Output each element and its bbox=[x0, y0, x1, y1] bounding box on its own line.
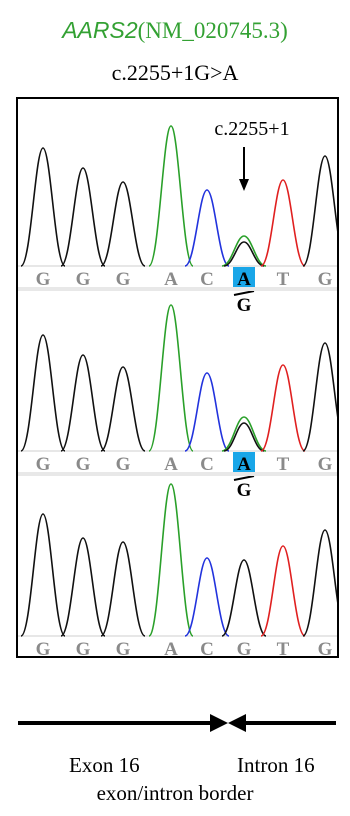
trace-peak bbox=[185, 558, 229, 636]
trace-peak bbox=[61, 168, 105, 266]
trace-peak bbox=[101, 182, 145, 266]
trace-peak bbox=[61, 355, 105, 451]
base-letter: G bbox=[318, 269, 333, 290]
trace-peak bbox=[222, 236, 266, 266]
trace-peak bbox=[149, 126, 193, 266]
right-arrow-icon bbox=[18, 714, 228, 732]
base-letter: C bbox=[200, 639, 214, 656]
trace-peak bbox=[261, 546, 305, 636]
variant-label: c.2255+1G>A bbox=[0, 60, 350, 86]
page-title: AARS2(NM_020745.3) bbox=[0, 16, 350, 45]
base-letter: G bbox=[36, 639, 51, 656]
trace-peak bbox=[149, 484, 193, 636]
trace-peak bbox=[222, 417, 266, 451]
base-letter: T bbox=[277, 639, 290, 656]
base-letter: A bbox=[237, 454, 251, 475]
intron-label: Intron 16 bbox=[237, 752, 315, 778]
alt-base-letter: G bbox=[237, 295, 252, 316]
base-letter: G bbox=[76, 454, 91, 475]
base-letter: A bbox=[164, 269, 178, 290]
down-arrow-icon bbox=[239, 147, 249, 191]
trace-peak bbox=[222, 560, 266, 636]
chromatogram-panel: G G G A C AGT G bbox=[18, 305, 337, 501]
trace-peak bbox=[21, 335, 65, 451]
base-letter: G bbox=[76, 639, 91, 656]
site-label: c.2255+1 bbox=[214, 118, 289, 140]
base-letter: A bbox=[237, 269, 251, 290]
base-letter: G bbox=[116, 269, 131, 290]
exon-label: Exon 16 bbox=[69, 752, 140, 778]
trace-peak bbox=[224, 423, 264, 451]
base-letter: G bbox=[36, 269, 51, 290]
transcript-accession: (NM_020745.3) bbox=[138, 18, 288, 43]
trace-peak bbox=[303, 530, 337, 636]
base-letter: G bbox=[36, 454, 51, 475]
exon-intron-arrow bbox=[0, 705, 350, 745]
base-letter: G bbox=[318, 639, 333, 656]
chromatogram-panel: G G G A C AGT G bbox=[18, 126, 337, 316]
base-letter: G bbox=[76, 269, 91, 290]
trace-peak bbox=[101, 542, 145, 636]
trace-peak bbox=[303, 343, 337, 451]
trace-peak bbox=[185, 190, 229, 266]
base-letter: T bbox=[277, 269, 290, 290]
base-letter: G bbox=[237, 639, 252, 656]
trace-peak bbox=[224, 242, 264, 266]
base-letter: G bbox=[116, 454, 131, 475]
trace-peak bbox=[303, 156, 337, 266]
border-label: exon/intron border bbox=[0, 780, 350, 806]
trace-peak bbox=[21, 514, 65, 636]
base-letter: G bbox=[318, 454, 333, 475]
base-letter: C bbox=[200, 269, 214, 290]
trace-peak bbox=[149, 305, 193, 451]
trace-peak bbox=[101, 367, 145, 451]
trace-peak bbox=[21, 148, 65, 266]
base-letter: T bbox=[277, 454, 290, 475]
base-letter: C bbox=[200, 454, 214, 475]
chromatogram: G G G A C AGT GG G G A C AGT GG G G A C G T Gc.2255+1 bbox=[18, 99, 337, 656]
trace-peak bbox=[61, 538, 105, 636]
base-letter: A bbox=[164, 639, 178, 656]
trace-peak bbox=[261, 365, 305, 451]
trace-peak bbox=[185, 373, 229, 451]
gene-name: AARS2 bbox=[62, 17, 137, 43]
left-arrow-icon bbox=[228, 714, 336, 732]
base-letter: A bbox=[164, 454, 178, 475]
alt-base-letter: G bbox=[237, 480, 252, 501]
base-letter: G bbox=[116, 639, 131, 656]
trace-peak bbox=[261, 180, 305, 266]
